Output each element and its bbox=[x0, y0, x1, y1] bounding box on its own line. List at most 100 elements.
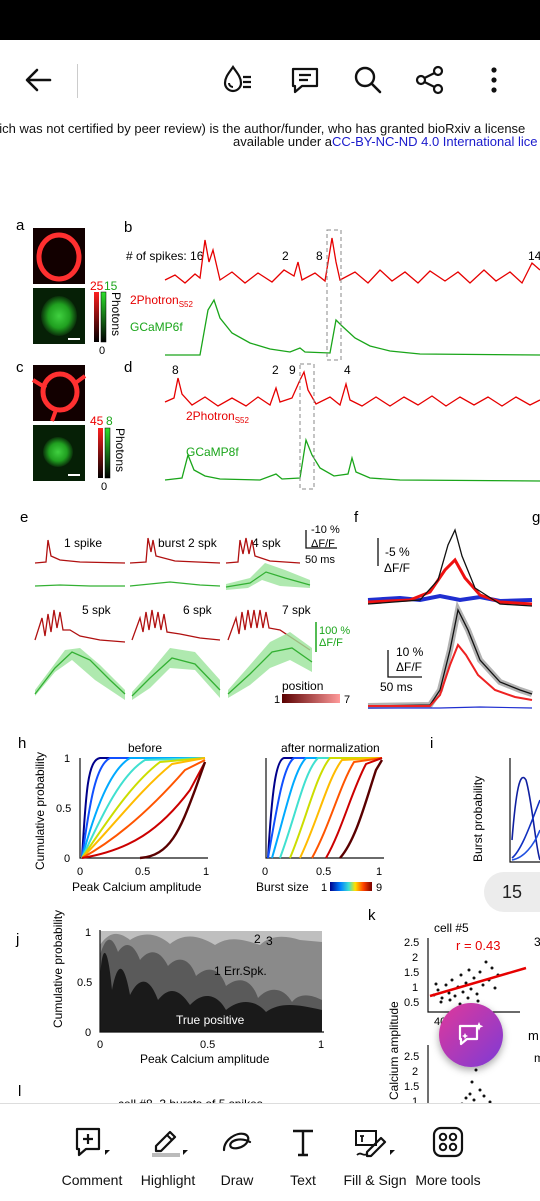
h-cdf-right-8 bbox=[325, 757, 383, 859]
e-scale-bars bbox=[305, 530, 337, 549]
e-subplot-6: 7 spk bbox=[227, 603, 313, 698]
f-scale-bottom-ms: 50 ms bbox=[380, 680, 413, 694]
i-curve-3 bbox=[511, 829, 540, 861]
tool-draw-label: Draw bbox=[220, 1172, 254, 1188]
scale-label-a: Photons bbox=[109, 292, 123, 336]
trace-label-2photron-b: 2PhotronS52 bbox=[130, 293, 193, 309]
j-ytick-0: 0 bbox=[85, 1027, 91, 1039]
e-subplot-1: 1 spike bbox=[34, 536, 126, 587]
e-position-colorbar bbox=[282, 694, 340, 703]
h-cdf-right-1 bbox=[267, 757, 382, 859]
panel-label-b: b bbox=[124, 219, 132, 236]
cell-red-c bbox=[40, 371, 80, 413]
h-cdf-left-1 bbox=[81, 757, 205, 859]
h-cdf-left-9 bbox=[139, 761, 207, 860]
search-icon bbox=[354, 66, 382, 94]
e-band-green-5 bbox=[132, 648, 220, 700]
e-subplot-2: burst 2 spk bbox=[129, 536, 221, 587]
panel-label-g: g bbox=[532, 509, 540, 526]
f-scale-top: -5 % ΔF/F bbox=[377, 538, 410, 575]
panel-label-c: c bbox=[16, 359, 24, 376]
e-position-min: 1 bbox=[274, 694, 280, 706]
liquid-mode-icon bbox=[223, 65, 251, 93]
j-label-3: 3 bbox=[266, 934, 273, 948]
j-ytick-05: 0.5 bbox=[77, 977, 92, 989]
f-scale-bottom-bars bbox=[387, 650, 422, 678]
ai-assistant-button[interactable] bbox=[439, 1003, 503, 1067]
f-scale-top-pct: -5 % bbox=[385, 545, 410, 559]
e-title-2: burst 2 spk bbox=[158, 536, 218, 550]
app-toolbar bbox=[0, 40, 540, 120]
tool-draw[interactable]: Draw bbox=[212, 1104, 262, 1201]
h-cdf-right-5 bbox=[289, 757, 382, 859]
comment-add-icon bbox=[75, 1127, 110, 1157]
liquid-mode-button[interactable] bbox=[216, 60, 256, 100]
e-trace-green-5 bbox=[131, 657, 221, 697]
h-xtick-0-right: 0 bbox=[262, 866, 268, 878]
f-trace-red-bottom bbox=[368, 643, 533, 707]
cell-red-a bbox=[36, 232, 82, 282]
f-scale-top-df: ΔF/F bbox=[384, 561, 410, 575]
highlight-box-b bbox=[326, 229, 342, 361]
back-button[interactable] bbox=[18, 60, 58, 100]
i-curve-1 bbox=[511, 776, 540, 861]
share-button[interactable] bbox=[410, 60, 450, 100]
f-scale-bottom: 10 % ΔF/F 50 ms bbox=[380, 645, 424, 694]
f-trace-blue-bottom bbox=[368, 706, 533, 709]
f-trace-black-bottom-line bbox=[367, 608, 533, 707]
comments-button[interactable] bbox=[285, 60, 325, 100]
scale-max-red-c: 45 bbox=[90, 414, 104, 428]
e-trace-green-4 bbox=[34, 651, 126, 695]
h-xtick-1-right: 1 bbox=[376, 866, 382, 878]
l-ytick-05: 0.5 bbox=[404, 997, 419, 1009]
h-axes-left: 1 0.5 0 0 0.5 1 Peak Calcium amplitude bbox=[56, 753, 209, 894]
search-button[interactable] bbox=[348, 60, 388, 100]
notice-prefix: available under a bbox=[233, 134, 333, 149]
h-ylabel: Cumulative probability bbox=[33, 752, 47, 870]
j-region-true bbox=[100, 952, 322, 1032]
h-colorbar-min: 1 bbox=[321, 882, 327, 894]
j-label-2: 2 bbox=[254, 932, 261, 946]
bottom-toolbar: Comment Highlight Draw Text Fill & Sign … bbox=[0, 1103, 540, 1201]
tool-highlight[interactable]: Highlight bbox=[134, 1104, 202, 1201]
l-ylabel: Calcium amplitude bbox=[387, 1001, 401, 1100]
tool-text-label: Text bbox=[290, 1172, 316, 1188]
h-cdf-right-7 bbox=[311, 757, 383, 859]
scale-min-a: 0 bbox=[99, 345, 105, 357]
page-indicator[interactable]: 15 bbox=[484, 872, 540, 912]
tool-fill-sign[interactable]: Fill & Sign bbox=[340, 1104, 410, 1201]
e-scale-green-pct: 100 % bbox=[319, 625, 350, 637]
colorbar-red-a bbox=[94, 292, 99, 342]
trace-2photron-b bbox=[164, 237, 540, 285]
draw-icon bbox=[222, 1132, 252, 1152]
highlight-box-d bbox=[299, 363, 315, 490]
panel-label-k: l bbox=[18, 1083, 21, 1100]
tool-comment[interactable]: Comment bbox=[60, 1104, 124, 1201]
figure-content: a 25 15 0 Photons c 45 8 0 Photons b # o… bbox=[0, 205, 540, 1110]
license-link[interactable]: CC-BY-NC-ND 4.0 International lice bbox=[332, 134, 538, 149]
l-ytick-15: 1.5 bbox=[404, 967, 419, 979]
more-button[interactable] bbox=[474, 60, 514, 100]
e-title-6: 7 spk bbox=[282, 603, 312, 617]
scale-max-green-c: 8 bbox=[106, 414, 113, 428]
h-cdf-right-6 bbox=[299, 757, 383, 859]
trace-label-2photron-d: 2PhotronS52 bbox=[186, 409, 249, 425]
spike-count-b-2: 2 bbox=[282, 249, 289, 263]
panel-label-h: h bbox=[18, 735, 26, 752]
spike-count-d-8: 8 bbox=[172, 363, 179, 377]
tool-text[interactable]: Text bbox=[280, 1104, 326, 1201]
e-trace-red-4 bbox=[34, 609, 126, 643]
cell-green-c bbox=[43, 437, 73, 467]
h-title-left: before bbox=[128, 741, 162, 755]
h-axis-left bbox=[79, 758, 208, 859]
e-position-legend: position 1 7 bbox=[274, 679, 350, 706]
e-position-max: 7 bbox=[344, 694, 350, 706]
tool-more-tools[interactable]: More tools bbox=[414, 1104, 482, 1201]
arrow-left-icon bbox=[25, 68, 52, 92]
colorbar-green-a bbox=[100, 291, 107, 343]
panel-label-f: f bbox=[354, 509, 359, 526]
scale-line-a bbox=[68, 338, 80, 340]
l-cut-letter-2: m bbox=[528, 1028, 539, 1043]
e-scale-ms: 50 ms bbox=[305, 554, 335, 566]
e-trace-green-6 bbox=[227, 647, 313, 695]
